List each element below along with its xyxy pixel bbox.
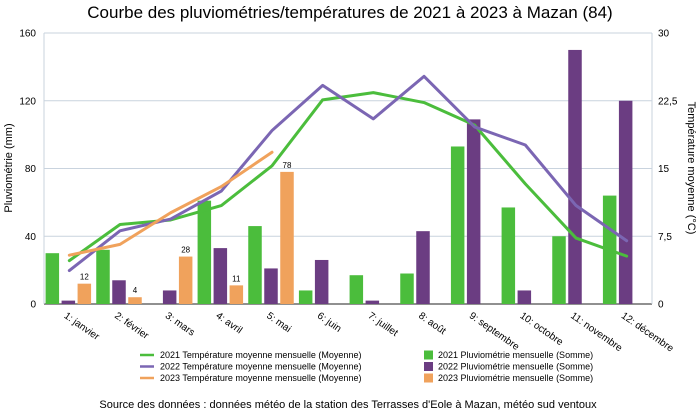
bar-data-label: 11: [232, 274, 241, 283]
bar: [298, 290, 313, 304]
bar: [45, 253, 60, 304]
temperature-line: [67, 150, 274, 257]
legend-label: 2023 Température moyenne mensuelle (Moye…: [160, 373, 361, 383]
bar: [314, 259, 329, 304]
x-tick-label: 4: avril: [214, 310, 244, 336]
bar: [197, 200, 212, 304]
legend-swatch: [424, 362, 433, 371]
bar-data-label: 12: [80, 273, 89, 282]
bar: [349, 275, 364, 304]
lines-layer: [67, 74, 629, 273]
grid-layer: [43, 32, 653, 305]
x-tick-label: 5: mai: [264, 310, 293, 335]
legend-label: 2022 Température moyenne mensuelle (Moye…: [160, 362, 361, 372]
bar: [77, 283, 92, 304]
legend-label: 2021 Pluviométrie mensuelle (Somme): [438, 350, 593, 360]
y-tick-label: 0: [30, 300, 36, 311]
y-tick-label: 120: [19, 96, 36, 107]
bar: [517, 290, 532, 304]
bar: [264, 268, 278, 304]
y-tick-label: 40: [25, 232, 37, 243]
bar: [229, 285, 244, 304]
bar: [128, 297, 142, 304]
bars-layer: [45, 49, 633, 304]
legend-label: 2022 Pluviométrie mensuelle (Somme): [438, 362, 593, 372]
legend-swatch: [424, 373, 433, 383]
bar: [568, 49, 582, 304]
y2-tick-label: 22,5: [658, 96, 678, 107]
temperature-line: [67, 74, 629, 273]
bar: [96, 249, 110, 304]
y2-axis-title: Température moyenne (°C): [685, 102, 697, 235]
chart-title: Courbe des pluviométries/températures de…: [87, 3, 612, 22]
bar: [112, 280, 126, 304]
x-tick-label: 6: juin: [315, 310, 343, 334]
legend-swatch: [424, 350, 433, 360]
bar: [552, 236, 566, 304]
x-tick-label: 10: octobre: [518, 310, 566, 348]
bar: [280, 171, 294, 304]
bar: [365, 300, 380, 304]
bar: [501, 207, 516, 304]
bar: [416, 231, 430, 304]
x-tick-label: 1: janvier: [62, 310, 102, 343]
bar: [466, 119, 481, 304]
bar: [450, 146, 465, 304]
y2-tick-label: 30: [658, 29, 670, 40]
bar: [248, 226, 262, 304]
x-tick-label: 12: décembre: [619, 310, 676, 354]
bar: [618, 100, 633, 304]
legend: 2021 Température moyenne mensuelle (Moye…: [140, 350, 593, 383]
labels-layer: 12 4 28 11 78: [80, 161, 292, 295]
y2-tick-label: 7,5: [658, 232, 672, 243]
bar-data-label: 4: [133, 286, 138, 295]
bar: [162, 290, 177, 304]
bar: [61, 300, 76, 304]
x-tick-label: 11: novembre: [568, 310, 624, 354]
x-tick-label: 3: mars: [163, 310, 197, 338]
bar: [213, 248, 228, 304]
y-axis-title: Pluviométrie (mm): [3, 123, 15, 212]
bar: [178, 256, 193, 304]
x-tick-label: 7: juillet: [366, 310, 400, 339]
bar: [400, 273, 414, 304]
y2-tick-label: 15: [658, 164, 670, 175]
legend-label: 2021 Température moyenne mensuelle (Moye…: [160, 350, 361, 360]
y-tick-label: 80: [25, 164, 37, 175]
temperature-line: [67, 91, 629, 263]
bar-data-label: 78: [283, 161, 292, 170]
bar-data-label: 28: [181, 246, 190, 255]
legend-label: 2023 Pluviométrie mensuelle (Somme): [438, 373, 593, 383]
x-tick-label: 9: septembre: [467, 310, 521, 353]
y2-tick-label: 0: [658, 300, 664, 311]
x-tick-label: 2: février: [112, 310, 151, 342]
x-tick-label: 8: août: [416, 310, 448, 337]
source-note: Source des données : données météo de la…: [99, 399, 597, 411]
y-tick-label: 160: [19, 29, 36, 40]
